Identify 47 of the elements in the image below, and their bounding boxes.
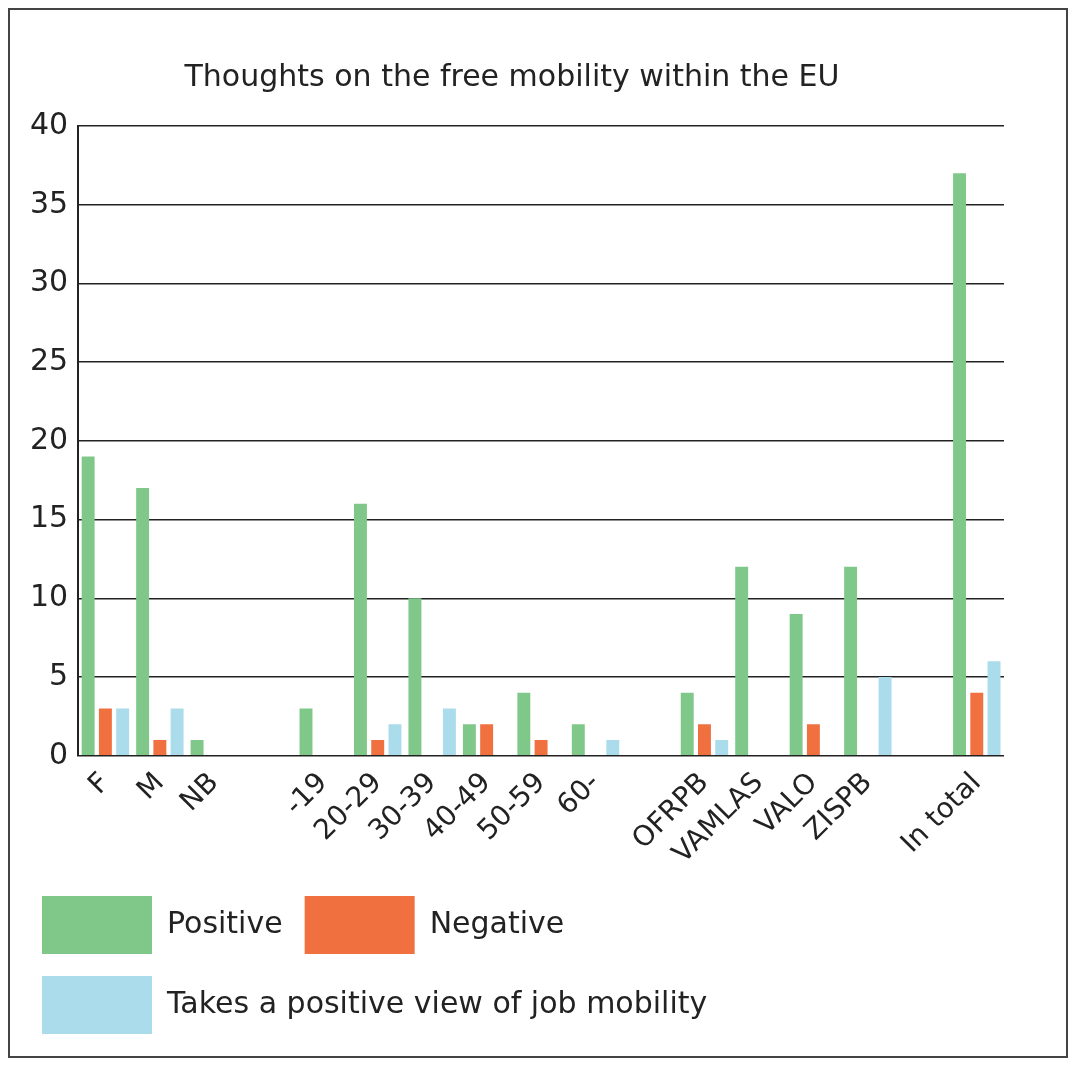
bar bbox=[970, 692, 984, 755]
bar bbox=[571, 724, 585, 755]
chart-title: Thoughts on the free mobility within the EU bbox=[183, 57, 840, 93]
x-tick-label: M bbox=[129, 765, 170, 806]
bar bbox=[98, 708, 112, 755]
bar bbox=[534, 740, 548, 755]
bar bbox=[606, 740, 620, 755]
bar bbox=[680, 692, 694, 755]
bar bbox=[715, 740, 729, 755]
bar bbox=[136, 488, 150, 755]
bar bbox=[480, 724, 494, 755]
bar bbox=[789, 614, 803, 755]
legend-label: Negative bbox=[429, 904, 565, 940]
y-tick-label: 5 bbox=[49, 656, 69, 692]
bar bbox=[81, 456, 95, 755]
bar bbox=[388, 724, 402, 755]
bar bbox=[371, 740, 385, 755]
bar bbox=[190, 740, 204, 755]
bar bbox=[170, 708, 184, 755]
x-tick-label: F bbox=[80, 765, 116, 801]
bar bbox=[442, 708, 456, 755]
bar bbox=[698, 724, 711, 755]
x-tick-label: NB bbox=[172, 765, 225, 818]
bar bbox=[408, 598, 422, 755]
y-tick-label: 20 bbox=[29, 420, 69, 456]
bar bbox=[116, 708, 130, 755]
y-tick-label: 15 bbox=[29, 499, 69, 535]
legend-label: Takes a positive view of job mobility bbox=[166, 984, 708, 1020]
y-tick-label: 10 bbox=[29, 578, 69, 614]
bar bbox=[844, 566, 858, 755]
y-tick-label: 35 bbox=[29, 184, 69, 220]
bar bbox=[299, 708, 313, 755]
x-tick-label: 60- bbox=[549, 765, 606, 822]
bar bbox=[735, 566, 749, 755]
bar bbox=[806, 724, 820, 755]
bar bbox=[462, 724, 476, 755]
bar bbox=[878, 677, 892, 755]
legend-label: Positive bbox=[167, 904, 283, 940]
bar bbox=[353, 503, 367, 755]
y-tick-label: 0 bbox=[49, 735, 69, 771]
y-tick-label: 30 bbox=[29, 263, 69, 299]
bar bbox=[987, 661, 1001, 755]
bar bbox=[517, 692, 531, 755]
bar bbox=[153, 740, 167, 755]
bar bbox=[953, 173, 966, 755]
y-tick-label: 40 bbox=[29, 105, 69, 141]
y-tick-label: 25 bbox=[29, 341, 69, 377]
